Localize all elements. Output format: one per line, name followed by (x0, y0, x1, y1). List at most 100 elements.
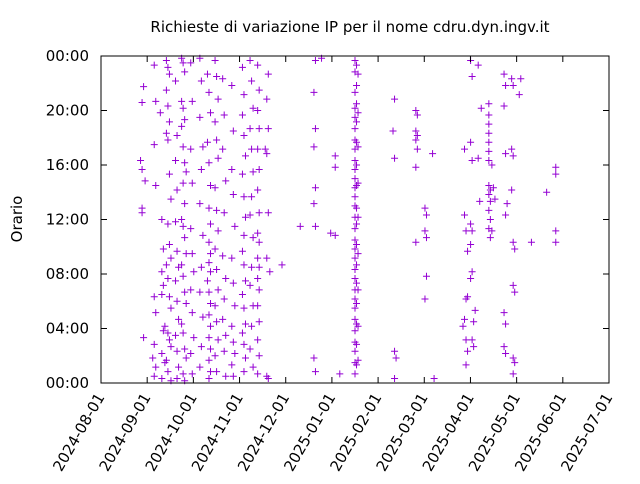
data-point (162, 57, 170, 65)
data-point (248, 145, 256, 153)
data-point (266, 268, 274, 276)
data-point (263, 254, 271, 262)
data-point (468, 336, 476, 344)
data-point (351, 295, 359, 303)
data-point (207, 345, 215, 353)
data-point (205, 311, 213, 319)
data-point (502, 150, 510, 158)
data-point (187, 286, 195, 294)
data-point (188, 250, 196, 258)
data-point (421, 227, 429, 235)
data-point (412, 136, 420, 144)
data-point (254, 61, 262, 69)
data-point (205, 374, 213, 382)
data-point (511, 245, 519, 253)
data-point (488, 161, 496, 169)
data-point (228, 166, 236, 174)
data-point (351, 166, 359, 174)
data-point (254, 107, 262, 114)
data-point (255, 125, 263, 133)
data-point (162, 261, 170, 269)
data-point (310, 354, 318, 362)
data-point (162, 86, 170, 94)
data-point (353, 138, 361, 146)
data-point (310, 200, 318, 208)
data-point (238, 111, 246, 119)
data-point (351, 347, 359, 355)
data-point (255, 352, 263, 360)
points-layer (137, 54, 560, 385)
data-point (354, 356, 362, 364)
data-point (509, 152, 517, 160)
data-point (491, 195, 499, 203)
data-point (248, 322, 256, 330)
plot-frame (100, 55, 610, 384)
data-point (197, 343, 205, 351)
data-point (461, 315, 469, 323)
data-point (164, 102, 172, 110)
data-point (138, 209, 146, 217)
data-point (412, 238, 420, 246)
data-point (474, 61, 482, 69)
data-point (214, 286, 222, 294)
data-point (179, 59, 187, 67)
data-point (353, 204, 361, 212)
data-point (137, 156, 145, 164)
data-point (187, 145, 195, 153)
chart-title: Richieste di variazione IP per il nome c… (150, 18, 549, 36)
data-point (172, 218, 180, 226)
data-point (165, 170, 173, 178)
data-point (264, 70, 272, 78)
data-point (238, 170, 246, 178)
data-point (211, 352, 219, 360)
data-point (509, 82, 517, 90)
data-point (517, 75, 525, 83)
data-point (240, 304, 248, 312)
data-point (199, 231, 207, 239)
data-point (213, 136, 221, 144)
data-point (249, 104, 257, 112)
data-point (500, 102, 508, 110)
data-point (389, 127, 397, 135)
data-point (205, 356, 213, 364)
data-point (412, 163, 420, 171)
data-point (187, 59, 195, 67)
data-point (165, 118, 173, 126)
data-point (207, 220, 215, 228)
data-point (353, 161, 361, 169)
data-point (311, 125, 319, 133)
data-point (485, 156, 493, 164)
data-point (229, 338, 237, 346)
data-point (255, 318, 263, 326)
data-point (515, 91, 523, 99)
data-point (238, 63, 246, 71)
data-point (353, 100, 361, 108)
data-point (178, 320, 186, 328)
data-point (552, 170, 560, 178)
data-point (249, 168, 257, 176)
data-point (354, 213, 362, 221)
data-point (211, 302, 219, 310)
data-point (203, 70, 211, 78)
data-point (179, 272, 187, 280)
data-point (311, 222, 319, 230)
data-point (181, 200, 189, 208)
data-point (178, 216, 186, 223)
data-point (220, 295, 228, 303)
data-point (182, 250, 190, 258)
data-point (485, 129, 493, 137)
data-point (331, 163, 339, 171)
data-point (485, 120, 493, 128)
data-point (203, 138, 211, 146)
data-point (413, 131, 421, 139)
data-point (351, 275, 359, 283)
data-point (351, 113, 359, 121)
data-point (468, 156, 476, 164)
data-point (413, 111, 421, 119)
data-point (351, 327, 359, 335)
data-point (391, 154, 399, 162)
data-point (190, 268, 198, 276)
data-point (246, 211, 254, 219)
